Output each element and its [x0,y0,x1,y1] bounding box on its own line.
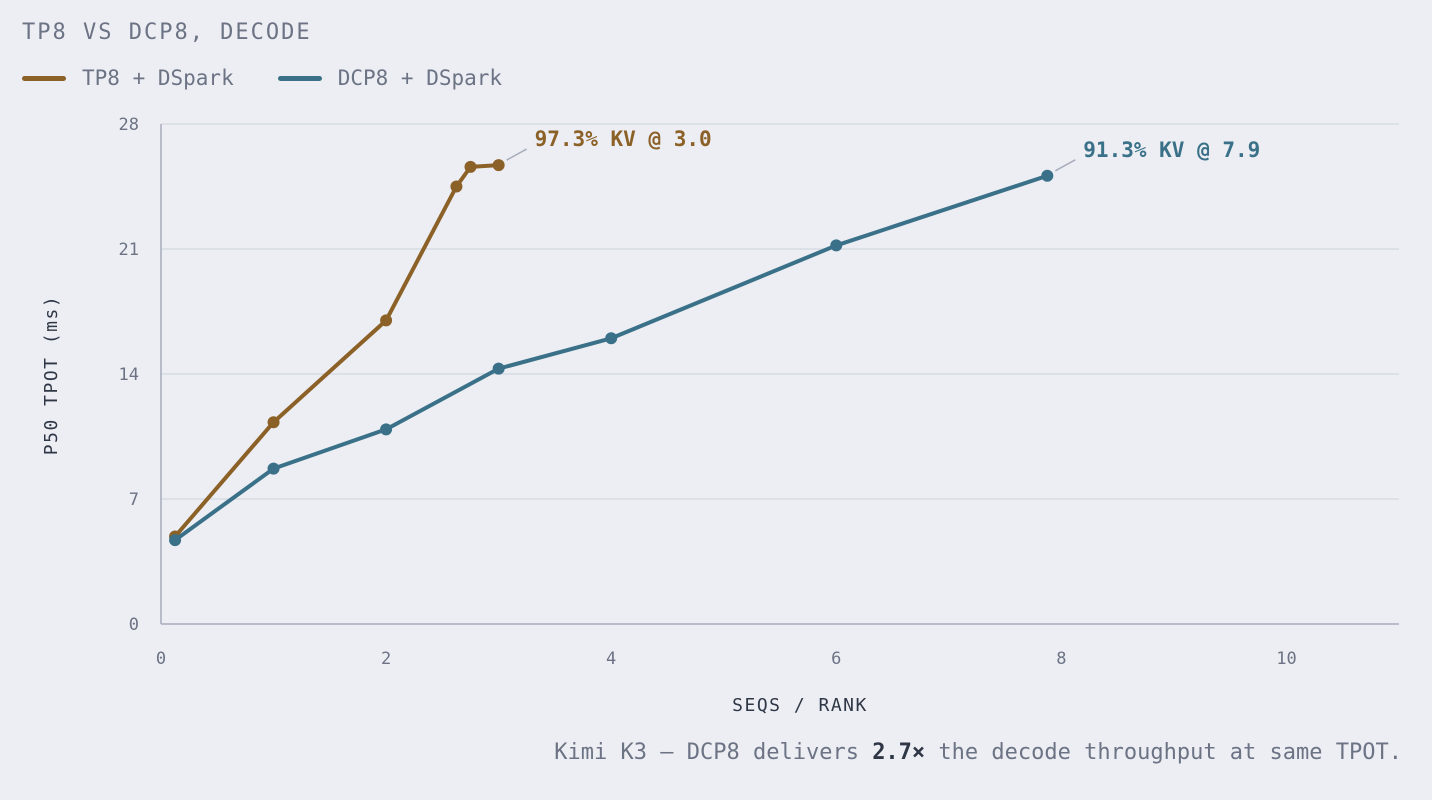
caption-suffix: the decode throughput at same TPOT. [925,740,1402,765]
x-tick-label-8: 8 [1056,649,1066,669]
data-point-1-4 [605,332,618,345]
data-point-1-3 [492,362,505,375]
data-point-1-6 [1041,169,1054,182]
x-tick-label-2: 2 [381,649,391,669]
annotation-leader-1 [1054,159,1076,172]
x-tick-label-10: 10 [1276,649,1296,669]
data-point-1-2 [380,423,393,436]
x-tick-label-4: 4 [606,649,616,669]
x-tick-label-6: 6 [831,649,841,669]
data-point-1-1 [267,462,280,475]
caption-highlight: 2.7× [872,740,926,765]
legend-item-dcp8: DCP8 + DSpark [277,66,503,90]
axes: 0 7 14 21 28 0 2 4 6 8 10 SEQS / RANK P50 TPOT (ms) [41,115,1399,716]
legend: TP8 + DSpark DCP8 + DSpark [22,66,546,90]
data-point-1-0 [169,534,182,547]
series-line-1 [173,173,1050,543]
y-tick-label-7: 7 [129,490,139,510]
annotation-layer: 97.3% KV @ 3.0 91.3% KV @ 7.9 [506,127,1260,172]
data-point-0-2 [380,314,393,327]
legend-label-tp8: TP8 + DSpark [82,66,234,90]
data-point-0-1 [267,416,280,429]
y-axis-title: P50 TPOT (ms) [41,295,62,455]
series-line-0 [173,163,501,539]
annotation-label-0: 97.3% KV @ 3.0 [535,127,712,151]
y-tick-label-14: 14 [119,365,139,385]
legend-swatch-dcp8 [277,75,322,81]
data-point-0-3 [450,180,463,193]
annotation-label-1: 91.3% KV @ 7.9 [1083,138,1260,162]
legend-label-dcp8: DCP8 + DSpark [337,66,503,90]
x-axis-title: SEQS / RANK [732,695,868,716]
data-point-0-5 [492,159,505,172]
grid-lines [161,123,1399,500]
caption: Kimi K3 — DCP8 delivers 2.7× the decode … [554,740,1402,765]
data-point-1-5 [830,239,843,252]
legend-swatch-tp8 [22,75,66,81]
y-tick-label-21: 21 [119,240,139,260]
x-tick-label-0: 0 [156,649,166,669]
legend-item-tp8: TP8 + DSpark [22,66,234,90]
chart-title: TP8 VS DCP8, DECODE [22,20,312,45]
series-layer [169,159,1054,547]
caption-prefix: Kimi K3 — DCP8 delivers [554,740,873,765]
data-point-0-4 [464,160,477,173]
annotation-leader-0 [506,148,527,161]
y-tick-label-28: 28 [119,115,139,135]
y-tick-label-0: 0 [129,615,139,635]
